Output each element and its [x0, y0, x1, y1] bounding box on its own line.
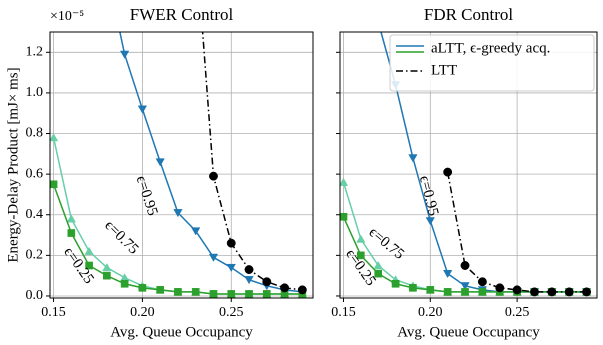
x-tick-label: 0.20	[130, 305, 155, 320]
point-marker	[374, 269, 383, 278]
point-marker	[426, 286, 435, 294]
y-tick-label: 0.6	[26, 166, 44, 181]
point-marker	[227, 290, 236, 298]
point-marker	[156, 286, 164, 294]
point-marker	[478, 288, 487, 296]
point-marker	[66, 214, 76, 223]
point-marker	[582, 287, 592, 297]
x-axis-label: Avg. Queue Occupancy	[110, 324, 253, 340]
point-marker	[102, 263, 112, 272]
point-marker	[226, 263, 236, 273]
plot-area	[340, 18, 592, 297]
point-marker	[50, 180, 58, 189]
y-tick-label: 0.2	[26, 248, 44, 263]
point-marker	[137, 105, 148, 114]
axes-frame	[49, 31, 314, 299]
y-tick-label: 0.4	[26, 207, 44, 222]
y-tick-label: 1.0	[26, 85, 44, 100]
point-marker	[373, 261, 383, 270]
x-tick-label: 0.20	[418, 305, 443, 320]
point-marker	[443, 167, 453, 177]
point-marker	[280, 283, 290, 293]
x-axis-label: Avg. Queue Occupancy	[397, 324, 540, 340]
legend-label: aLTT, ϵ-greedy acq.	[431, 40, 550, 56]
y-tick-label: 0.0	[26, 288, 44, 303]
point-marker	[120, 279, 129, 288]
point-marker	[495, 283, 505, 293]
point-marker	[67, 229, 76, 237]
x-tick-label: 0.15	[41, 305, 66, 320]
point-marker	[340, 177, 349, 186]
point-marker	[209, 171, 218, 181]
annotation: ϵ=0.75	[101, 218, 141, 258]
point-marker	[85, 261, 93, 270]
chart-title: FWER Control	[130, 5, 234, 24]
legend-label: LTT	[431, 62, 457, 78]
point-marker	[226, 238, 236, 248]
point-marker	[245, 290, 253, 298]
point-marker	[460, 261, 470, 270]
point-marker	[340, 212, 348, 221]
point-marker	[174, 288, 182, 296]
point-marker	[443, 288, 452, 296]
point-marker	[208, 253, 219, 262]
point-marker	[138, 284, 147, 292]
point-marker	[120, 50, 130, 59]
point-marker	[297, 285, 307, 295]
axes-frame	[339, 31, 598, 299]
point-marker	[191, 227, 201, 236]
point-marker	[209, 290, 218, 298]
series-line	[119, 32, 303, 293]
point-marker	[530, 287, 539, 297]
point-marker	[391, 279, 400, 288]
y-offset-label: ×10⁻⁵	[50, 9, 84, 24]
point-marker	[244, 276, 254, 285]
point-marker	[547, 287, 557, 297]
annotation: ϵ=0.95	[416, 174, 441, 217]
point-marker	[460, 282, 470, 291]
y-axis-label: Energy-Delay Product [mJ× ms]	[5, 67, 21, 262]
point-marker	[477, 277, 487, 287]
point-marker	[120, 273, 130, 282]
point-marker	[374, 18, 382, 25]
point-marker	[103, 271, 111, 280]
x-tick-label: 0.25	[219, 305, 244, 320]
point-marker	[461, 288, 469, 296]
y-tick-label: 0.8	[26, 126, 44, 141]
point-marker	[84, 246, 94, 255]
point-marker	[155, 158, 165, 167]
point-marker	[356, 234, 366, 243]
annotation: ϵ=0.95	[133, 174, 161, 218]
point-marker	[409, 284, 417, 292]
x-tick-label: 0.15	[331, 305, 356, 320]
y-tick-label: 1.2	[26, 45, 44, 60]
point-marker	[425, 217, 435, 226]
series-line	[446, 171, 587, 293]
point-marker	[262, 290, 271, 298]
plot-area	[50, 32, 307, 298]
point-marker	[244, 265, 254, 275]
point-marker	[50, 133, 59, 142]
point-marker	[173, 209, 183, 218]
chart-title: FDR Control	[424, 5, 514, 24]
point-marker	[564, 287, 574, 297]
point-marker	[512, 285, 522, 295]
point-marker	[408, 154, 418, 163]
point-marker	[357, 251, 365, 260]
point-marker	[262, 277, 272, 287]
legend-box	[389, 34, 595, 92]
series-line	[201, 32, 303, 291]
x-tick-label: 0.25	[505, 305, 530, 320]
point-marker	[191, 288, 200, 296]
point-marker	[443, 270, 453, 279]
